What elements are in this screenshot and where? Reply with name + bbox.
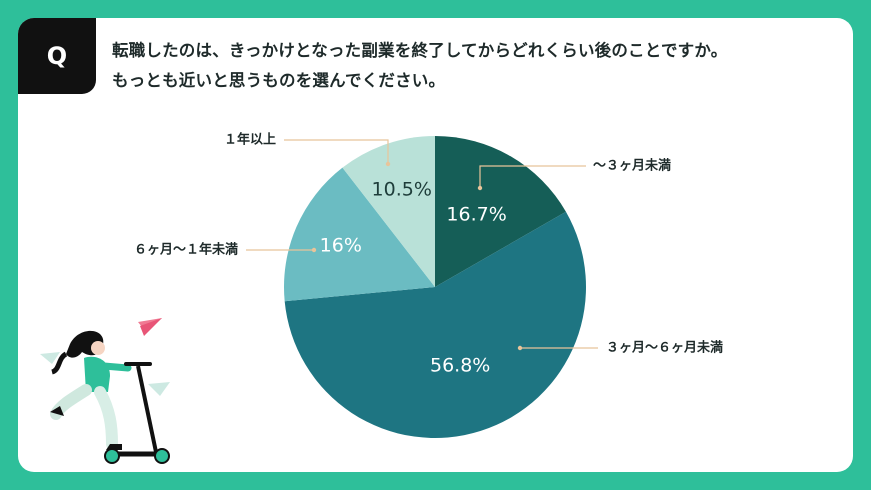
pie-chart: 16.7% 56.8% 16% 10.5% ～３ヶ月未満 ３ヶ月～６ヶ月未満 ６ヶ月～１年未…: [134, 132, 723, 438]
scooter-stem: [136, 365, 158, 453]
leader-line-4: [284, 139, 389, 164]
paper-plane-small-icon-2: [148, 382, 170, 396]
category-label-1: ～３ヶ月未満: [593, 158, 671, 174]
leader-dot-2: [517, 345, 523, 351]
leg-front-shape: [94, 386, 118, 450]
category-label-4: １年以上: [224, 132, 276, 148]
leader-line-1: [479, 165, 586, 188]
category-label-3: ６ヶ月～１年未満: [134, 242, 238, 258]
pie-slice-value-label-3: 16%: [320, 235, 362, 257]
scooter-wheel-front: [154, 448, 170, 464]
pie-slice-2: [284, 211, 586, 438]
card: Q 転職したのは、きっかけとなった副業を終了してからどれくらい後のことですか。 …: [18, 18, 853, 472]
face-shape: [91, 341, 105, 355]
question-line-2: もっとも近いと思うものを選んでください。: [112, 71, 446, 90]
question-text: 転職したのは、きっかけとなった副業を終了してからどれくらい後のことですか。 もっ…: [112, 36, 842, 96]
pie-slice-value-label-1: 16.7%: [446, 204, 506, 226]
pie-slice-1: [435, 136, 566, 287]
pie-slice-4: [342, 136, 435, 287]
paper-plane-small-icon: [40, 352, 60, 364]
scooter-wheel-back: [104, 448, 120, 464]
leader-dot-1: [477, 185, 483, 191]
leader-dot-4: [385, 161, 391, 167]
pie-slice-value-label-2: 56.8%: [430, 355, 490, 377]
category-label-2: ３ヶ月～６ヶ月未満: [606, 340, 723, 356]
question-line-1: 転職したのは、きっかけとなった副業を終了してからどれくらい後のことですか。: [112, 41, 728, 60]
question-badge-letter: Q: [46, 42, 68, 70]
pie-slice-value-label-4: 10.5%: [372, 178, 432, 200]
scooter-woman-illustration: [40, 318, 170, 464]
question-badge: Q: [18, 18, 96, 94]
leader-dot-3: [311, 247, 317, 253]
pie-slice-3: [284, 167, 435, 302]
